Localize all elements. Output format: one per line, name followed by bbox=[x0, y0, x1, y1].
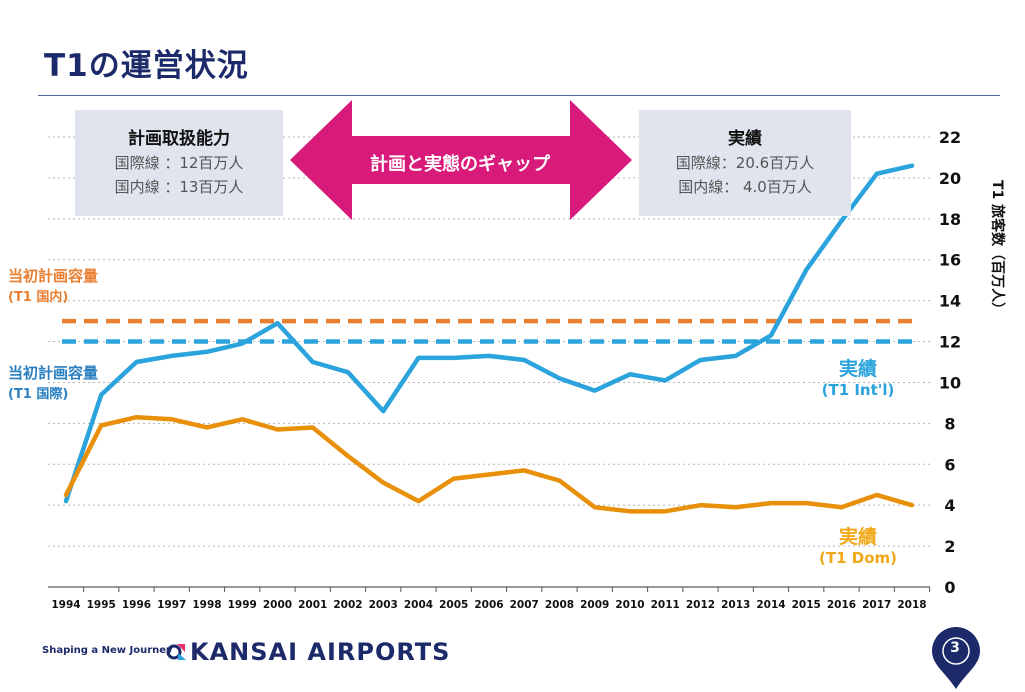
plan-box-heading: 計画取扱能力 bbox=[128, 129, 230, 149]
x-tick-label: 2004 bbox=[404, 599, 433, 611]
y-tick-label: 20 bbox=[939, 169, 961, 188]
x-tick-label: 2001 bbox=[298, 599, 327, 611]
dom-series-title: 実績 bbox=[838, 526, 877, 548]
y-tick-label: 22 bbox=[939, 128, 961, 147]
y-tick-label: 6 bbox=[944, 455, 955, 474]
kansai-logo-icon bbox=[166, 644, 186, 660]
x-tick-label: 2016 bbox=[827, 599, 856, 611]
y-tick-label: 0 bbox=[944, 578, 955, 597]
x-tick-label: 1994 bbox=[51, 599, 80, 611]
x-tick-label: 2015 bbox=[792, 599, 821, 611]
reference-lines bbox=[62, 318, 920, 344]
x-tick-label: 1996 bbox=[122, 599, 151, 611]
x-tick-label: 1998 bbox=[192, 599, 221, 611]
actual-box: 実績 国際線：20.6百万人 国内線： 4.0百万人 bbox=[639, 110, 851, 216]
x-tick-label: 1995 bbox=[87, 599, 116, 611]
actual-box-intl: 国際線：20.6百万人 bbox=[675, 154, 815, 172]
x-tick-label: 2008 bbox=[545, 599, 574, 611]
actual-box-dom: 国内線： 4.0百万人 bbox=[678, 178, 812, 196]
x-tick-label: 2018 bbox=[897, 599, 926, 611]
intl-series-title: 実績 bbox=[838, 358, 877, 380]
y-tick-label: 8 bbox=[944, 414, 955, 433]
intl-series-label: 実績 (T1 Int'l) bbox=[800, 354, 916, 399]
y-tick-label: 14 bbox=[939, 292, 961, 311]
y-tick-label: 4 bbox=[944, 496, 955, 515]
actual-box-heading: 実績 bbox=[728, 129, 762, 149]
dom-series-sub: (T1 Dom) bbox=[819, 549, 897, 567]
title-divider bbox=[38, 95, 1000, 96]
y-tick-label: 10 bbox=[939, 373, 961, 392]
planned-intl-label: 当初計画容量 (T1 国際) bbox=[8, 362, 98, 402]
gap-arrow-label: 計画と実態のギャップ bbox=[370, 154, 550, 175]
y-tick-label: 16 bbox=[939, 251, 961, 270]
series-line bbox=[63, 163, 915, 504]
y-axis-label: T1 旅客数（百万人） bbox=[989, 180, 1006, 316]
plan-box-intl: 国際線 ：12百万人 bbox=[114, 154, 244, 172]
planned-dom-sub: (T1 国内) bbox=[8, 290, 69, 305]
x-tick-label: 2017 bbox=[862, 599, 891, 611]
x-tick-label: 2013 bbox=[721, 599, 750, 611]
y-tick-label: 18 bbox=[939, 210, 961, 229]
x-tick-label: 2011 bbox=[651, 599, 680, 611]
planned-dom-label: 当初計画容量 (T1 国内) bbox=[8, 265, 98, 305]
x-tick-label: 2005 bbox=[439, 599, 468, 611]
y-tick-label: 2 bbox=[944, 537, 955, 556]
planned-intl-title: 当初計画容量 bbox=[8, 364, 99, 382]
intl-series-sub: (T1 Int'l) bbox=[821, 381, 895, 399]
x-tick-label: 2010 bbox=[615, 599, 644, 611]
planned-intl-sub: (T1 国際) bbox=[8, 387, 69, 402]
x-tick-label: 2014 bbox=[756, 599, 785, 611]
x-tick-label: 1999 bbox=[228, 599, 257, 611]
axes: 1994 1995 1996 1997 1998 1999 2000 2001 2002 2003… bbox=[48, 128, 961, 611]
brand-name: KANSAI AIRPORTS bbox=[190, 638, 451, 666]
x-tick-label: 2006 bbox=[474, 599, 503, 611]
series-lines bbox=[63, 163, 915, 514]
dom-series-label: 実績 (T1 Dom) bbox=[800, 522, 916, 567]
x-tick-label: 1997 bbox=[157, 599, 186, 611]
plan-box-dom: 国内線 ：13百万人 bbox=[114, 178, 244, 196]
x-tick-label: 2000 bbox=[263, 599, 292, 611]
plan-capacity-box: 計画取扱能力 国際線 ：12百万人 国内線 ：13百万人 bbox=[75, 110, 283, 216]
series-line bbox=[63, 414, 915, 514]
x-tick-label: 2002 bbox=[333, 599, 362, 611]
page-marker-icon bbox=[932, 627, 980, 689]
gap-arrow bbox=[290, 100, 632, 220]
x-tick-label: 2009 bbox=[580, 599, 609, 611]
page-title: T1の運営状況 bbox=[44, 48, 249, 84]
page-number: 3 bbox=[950, 640, 960, 656]
x-tick-label: 2003 bbox=[369, 599, 398, 611]
planned-dom-title: 当初計画容量 bbox=[8, 267, 99, 285]
x-tick-label: 2012 bbox=[686, 599, 715, 611]
footer-tagline: Shaping a New Journey bbox=[42, 645, 173, 656]
y-tick-label: 12 bbox=[939, 333, 961, 352]
x-tick-label: 2007 bbox=[510, 599, 539, 611]
